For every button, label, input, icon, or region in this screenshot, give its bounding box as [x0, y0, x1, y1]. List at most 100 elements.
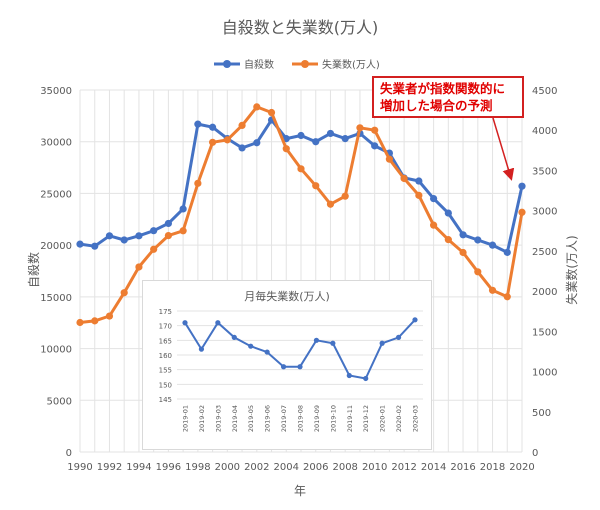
series-point-1: [223, 136, 231, 144]
series-point-0: [488, 241, 497, 249]
series-point-0: [474, 236, 482, 244]
series-point-0: [105, 232, 114, 240]
inset-x-tick-label: 2020-03: [412, 405, 420, 432]
inset-series-point: [412, 317, 418, 323]
series-point-0: [518, 182, 526, 190]
series-point-0: [503, 248, 511, 256]
y-tick-label: 5000: [47, 396, 72, 407]
series-point-1: [164, 232, 172, 240]
inset-x-tick-label: 2019-04: [231, 405, 239, 432]
series-point-0: [179, 205, 187, 213]
series-point-0: [326, 129, 335, 138]
x-tick-label: 2012: [391, 462, 416, 473]
inset-x-tick-label: 2019-12: [362, 405, 370, 432]
series-point-1: [120, 289, 128, 297]
series-point-1: [297, 165, 305, 173]
inset-x-tick-label: 2020-01: [379, 405, 387, 432]
series-point-1: [282, 145, 290, 153]
series-point-1: [371, 126, 379, 134]
inset-y-tick-label: 155: [159, 367, 172, 375]
x-tick-label: 2000: [215, 462, 240, 473]
series-point-1: [179, 227, 187, 235]
series-point-1: [356, 124, 364, 132]
legend-label-unemployment: 失業数(万人): [322, 58, 380, 71]
series-point-1: [400, 174, 408, 183]
series-point-1: [253, 103, 261, 111]
inset-series-point: [248, 343, 254, 349]
series-point-0: [371, 142, 379, 150]
series-point-0: [253, 139, 261, 147]
series-point-1: [135, 263, 143, 271]
series-point-1: [459, 248, 467, 257]
inset-series-point: [231, 334, 237, 340]
inset-y-tick-label: 165: [159, 337, 172, 345]
inset-series: [182, 317, 418, 382]
series-point-1: [105, 312, 114, 320]
y-tick-label: 30000: [40, 138, 72, 149]
series-point-1: [415, 191, 423, 199]
series-point-0: [415, 177, 423, 185]
series-point-1: [91, 317, 99, 325]
x-tick-label: 2020: [509, 462, 534, 473]
x-tick-label: 2014: [421, 462, 446, 473]
inset-x-tick-label: 2019-06: [264, 405, 272, 432]
inset-series-point: [297, 364, 303, 370]
inset-y-tick-label: 170: [159, 323, 172, 331]
series-point-1: [326, 200, 335, 208]
y-tick-label: 20000: [40, 241, 72, 252]
inset-series-point: [280, 364, 287, 370]
chart-title: 自殺数と失業数(万人): [222, 18, 379, 37]
inset-y-tick-label: 150: [159, 381, 172, 389]
series-point-0: [164, 219, 172, 228]
inset-x-tick-label: 2019-11: [346, 405, 354, 432]
series-point-1: [312, 182, 320, 190]
series-point-0: [194, 120, 202, 128]
x-axis-ticks: 1990 1992 1994 1996 1998 2000 2002 2004 2006 2008…: [67, 462, 534, 473]
annotation-arrow: [492, 117, 515, 181]
series-point-1: [267, 108, 276, 117]
series-point-1: [209, 138, 217, 146]
inset-chart: 月毎失業数(万人) 145 150 155 160 165 170 175 2019-01 2…: [142, 280, 432, 450]
y2-axis-label: 失業数(万人): [564, 235, 579, 304]
series-point-0: [91, 242, 99, 250]
inset-series-point: [313, 337, 320, 343]
inset-y-tick-label: 160: [159, 352, 172, 360]
y2-tick-label: 4000: [532, 126, 557, 137]
series-point-1: [385, 155, 393, 163]
x-tick-label: 1992: [97, 462, 122, 473]
x-tick-label: 2004: [274, 462, 299, 473]
y-tick-label: 25000: [40, 189, 72, 200]
x-tick-label: 1994: [126, 462, 151, 473]
inset-x-tick-label: 2019-10: [329, 405, 337, 432]
y-tick-label: 10000: [40, 345, 72, 356]
series-point-1: [150, 245, 158, 253]
series-point-0: [150, 227, 158, 235]
series-point-0: [120, 236, 128, 244]
inset-series-point: [198, 346, 205, 352]
x-tick-label: 1996: [156, 462, 181, 473]
annotation-line-2: 増加した場合の予測: [380, 98, 493, 113]
legend-label-suicides: 自殺数: [244, 58, 274, 71]
inset-x-tick-label: 2019-08: [297, 405, 305, 432]
series-point-0: [312, 138, 320, 146]
y2-tick-label: 2000: [532, 287, 557, 298]
y-tick-label: 35000: [40, 86, 72, 97]
series-point-1: [238, 121, 246, 129]
inset-y-tick-label: 145: [159, 396, 172, 404]
series-point-0: [430, 195, 438, 203]
inset-x-tick-label: 2019-03: [214, 405, 222, 432]
inset-x-tick-label: 2019-07: [280, 405, 288, 432]
x-tick-label: 2010: [362, 462, 387, 473]
series-point-1: [503, 293, 511, 301]
series-point-0: [76, 240, 84, 248]
x-tick-label: 2008: [332, 462, 357, 473]
y2-tick-label: 3000: [532, 207, 557, 218]
y2-axis-ticks: 0 500 1000 1500 2000 2500 3000 3500 4000 4500: [532, 86, 557, 459]
inset-gridlines: [177, 310, 423, 400]
series-point-1: [444, 236, 452, 244]
series-layer: [76, 103, 526, 327]
inset-x-axis-ticks: 2019-01 2019-02 2019-03 2019-04 2019-05 2019-…: [182, 405, 420, 432]
series-point-1: [430, 221, 438, 229]
